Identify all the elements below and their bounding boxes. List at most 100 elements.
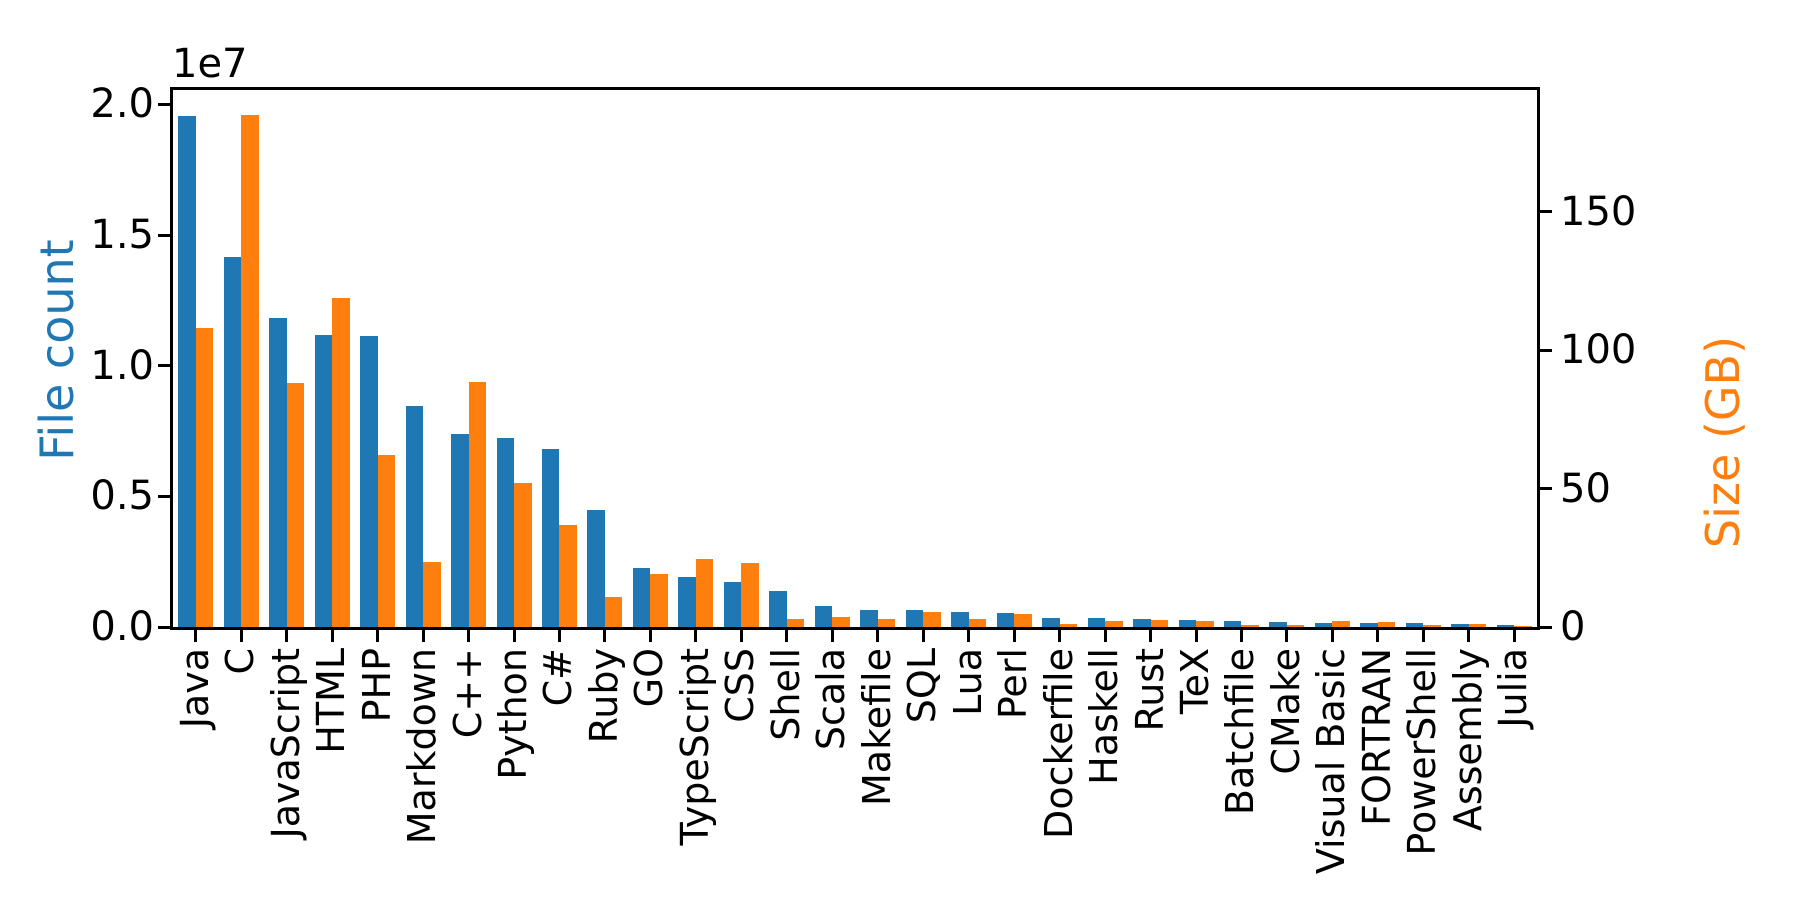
bar-file-count-Scala <box>814 606 833 627</box>
bar-file-count-Visual Basic <box>1314 622 1333 627</box>
x-tick-label-Java: Java <box>172 648 217 729</box>
x-tick-label-JavaScript: JavaScript <box>263 648 308 839</box>
x-tick-label-Batchfile: Batchfile <box>1218 648 1263 816</box>
x-tick-label-Ruby: Ruby <box>581 648 626 744</box>
bar-file-count-HTML <box>314 334 333 627</box>
x-tick <box>785 630 789 642</box>
x-tick-label-Lua: Lua <box>945 648 990 716</box>
x-tick-label-Haskell: Haskell <box>1082 648 1127 785</box>
bar-size-gb-Dockerfile <box>1059 624 1078 627</box>
x-tick <box>1330 630 1334 642</box>
x-tick-label-C++: C++ <box>445 648 490 739</box>
y-tick-left <box>158 233 170 237</box>
x-tick <box>285 630 289 642</box>
bar-file-count-Makefile <box>860 610 878 627</box>
bar-size-gb-Visual Basic <box>1332 620 1350 627</box>
x-tick-label-C#: C# <box>536 648 581 707</box>
bar-file-count-Markdown <box>405 406 424 627</box>
bar-size-gb-Assembly <box>1468 623 1487 627</box>
y-tick-label-left: 2.0 <box>90 81 154 128</box>
x-tick-label-Dockerfile: Dockerfile <box>1036 648 1081 839</box>
x-tick-label-Makefile: Makefile <box>854 648 899 806</box>
bar-size-gb-TypeScript <box>695 559 714 627</box>
y-tick-right <box>1540 487 1552 491</box>
bar-file-count-C++ <box>451 434 469 627</box>
x-tick-label-Shell: Shell <box>763 648 808 741</box>
x-tick <box>1376 630 1380 642</box>
bar-size-gb-Python <box>514 483 532 627</box>
x-tick <box>1194 630 1198 642</box>
x-tick-label-TeX: TeX <box>1173 648 1218 715</box>
x-tick-label-HTML: HTML <box>309 648 354 754</box>
x-tick-label-Julia: Julia <box>1491 648 1536 728</box>
bar-file-count-Perl <box>996 612 1015 627</box>
y-tick-label-left: 0.5 <box>90 473 154 520</box>
bar-file-count-FORTRAN <box>1360 623 1378 627</box>
bar-size-gb-TeX <box>1196 620 1214 627</box>
x-tick <box>512 630 516 642</box>
x-tick-label-Scala: Scala <box>809 648 854 751</box>
x-tick <box>694 630 698 642</box>
bar-size-gb-HTML <box>332 297 350 627</box>
x-tick <box>603 630 607 642</box>
bar-size-gb-CSS <box>741 563 759 627</box>
bar-size-gb-CMake <box>1286 625 1305 627</box>
y-tick-label-left: 0.0 <box>90 604 154 650</box>
x-tick <box>557 630 561 642</box>
x-tick <box>648 630 652 642</box>
bar-file-count-GO <box>632 567 651 627</box>
bar-file-count-Batchfile <box>1223 621 1242 627</box>
bar-file-count-TypeScript <box>678 576 696 627</box>
y-tick-left <box>158 494 170 498</box>
x-tick-label-CMake: CMake <box>1263 648 1308 775</box>
x-tick-label-CSS: CSS <box>718 648 763 723</box>
x-tick <box>1512 630 1516 642</box>
bar-file-count-CMake <box>1269 622 1287 627</box>
x-tick <box>1239 630 1243 642</box>
bar-size-gb-Makefile <box>877 619 896 627</box>
bar-file-count-Lua <box>951 611 969 627</box>
y-tick-label-right: 0 <box>1560 604 1586 650</box>
x-tick <box>1285 630 1289 642</box>
y-tick-label-right: 50 <box>1560 465 1611 512</box>
bar-size-gb-Markdown <box>423 561 441 627</box>
x-tick-label-Assembly: Assembly <box>1445 648 1490 832</box>
x-tick-label-Perl: Perl <box>991 648 1036 720</box>
bar-size-gb-FORTRAN <box>1377 621 1396 627</box>
y-axis-offset-label: 1e7 <box>172 41 248 87</box>
bar-size-gb-Java <box>195 328 214 627</box>
x-tick-label-C: C <box>218 648 263 675</box>
y-axis-label-right: Size (GB) <box>1696 335 1750 549</box>
x-tick-label-SQL: SQL <box>900 648 945 724</box>
y-tick-right <box>1540 210 1552 214</box>
y-tick-label-left: 1.0 <box>90 342 154 389</box>
y-tick-left <box>158 625 170 629</box>
x-tick <box>739 630 743 642</box>
bar-file-count-Shell <box>769 590 787 627</box>
y-tick-right <box>1540 625 1552 629</box>
x-tick <box>921 630 925 642</box>
x-tick-label-Markdown: Markdown <box>400 648 445 845</box>
bar-size-gb-PHP <box>377 455 396 627</box>
y-tick-label-right: 100 <box>1560 327 1637 374</box>
y-tick-left <box>158 102 170 106</box>
x-tick <box>376 630 380 642</box>
bar-file-count-Java <box>178 116 196 627</box>
x-tick <box>194 630 198 642</box>
x-tick <box>830 630 834 642</box>
bar-size-gb-Haskell <box>1105 621 1123 627</box>
bar-size-gb-JavaScript <box>286 383 305 627</box>
bar-size-gb-Perl <box>1014 614 1032 627</box>
x-tick-label-Python: Python <box>491 648 536 780</box>
bar-size-gb-Julia <box>1514 626 1532 627</box>
bar-size-gb-Batchfile <box>1241 624 1259 627</box>
bar-size-gb-Ruby <box>604 596 623 627</box>
bar-size-gb-PowerShell <box>1423 624 1441 627</box>
bar-size-gb-Shell <box>786 618 805 627</box>
bar-file-count-Assembly <box>1451 624 1469 627</box>
bar-file-count-Python <box>496 437 514 627</box>
y-tick-label-right: 150 <box>1560 188 1637 235</box>
bar-file-count-PowerShell <box>1405 623 1424 627</box>
bar-file-count-JavaScript <box>269 318 287 627</box>
x-tick-label-TypeScript: TypeScript <box>672 648 717 846</box>
